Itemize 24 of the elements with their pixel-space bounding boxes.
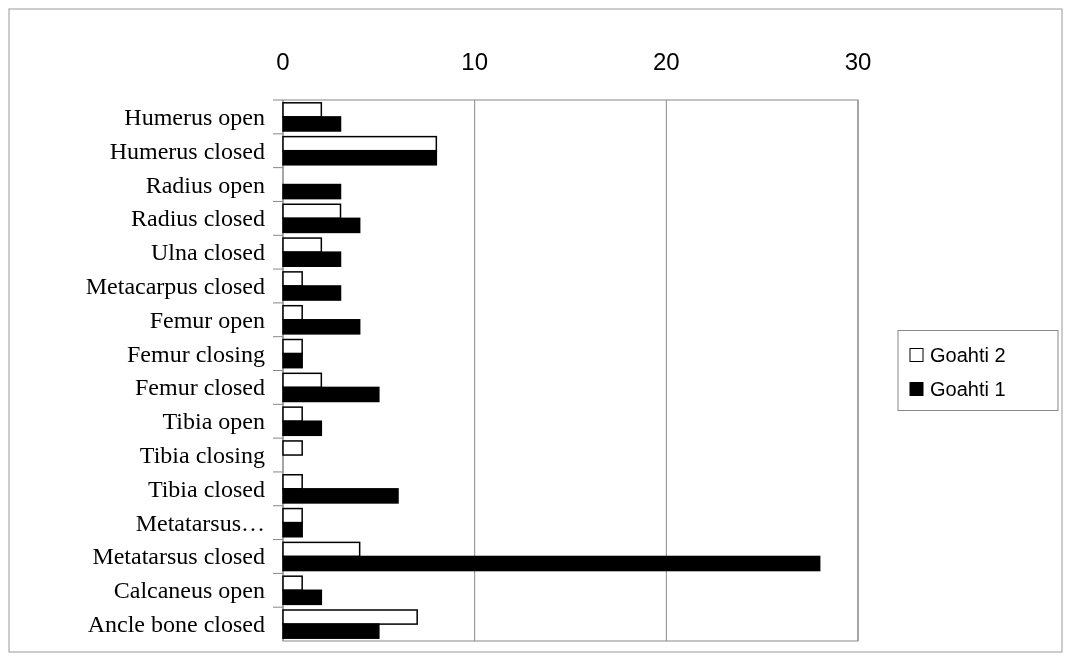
legend-label: Goahti 1 bbox=[930, 377, 1006, 400]
y-tick-label: Radius closed bbox=[131, 205, 265, 232]
y-tick-label: Tibia closing bbox=[139, 442, 265, 469]
legend-label: Goahti 2 bbox=[930, 343, 1006, 366]
bar bbox=[282, 440, 303, 456]
y-tick-label: Tibia open bbox=[162, 408, 265, 435]
y-tick-label: Femur closing bbox=[127, 340, 265, 367]
y-tick-label: Femur open bbox=[149, 306, 265, 333]
x-tick-label: 0 bbox=[276, 48, 290, 75]
x-tick-label: 10 bbox=[461, 48, 489, 75]
x-tick-label: 30 bbox=[844, 48, 872, 75]
y-tick-label: Humerus open bbox=[124, 103, 265, 130]
y-tick-label: Metatarsus… bbox=[135, 509, 265, 536]
y-tick-label: Radius open bbox=[145, 171, 265, 198]
y-tick-label: Femur closed bbox=[135, 374, 265, 401]
x-tick-label: 20 bbox=[652, 48, 680, 75]
y-tick-label: Tibia closed bbox=[147, 475, 265, 502]
y-tick-label: Humerus closed bbox=[109, 137, 265, 164]
bar bbox=[282, 183, 342, 200]
y-tick-label: Metacarpus closed bbox=[85, 272, 265, 299]
y-tick-label: Calcaneus open bbox=[113, 577, 265, 604]
y-tick-label: Metatarsus closed bbox=[92, 543, 265, 570]
y-tick-label: Ancle bone closed bbox=[87, 611, 265, 638]
y-tick-label: Ulna closed bbox=[151, 239, 265, 266]
